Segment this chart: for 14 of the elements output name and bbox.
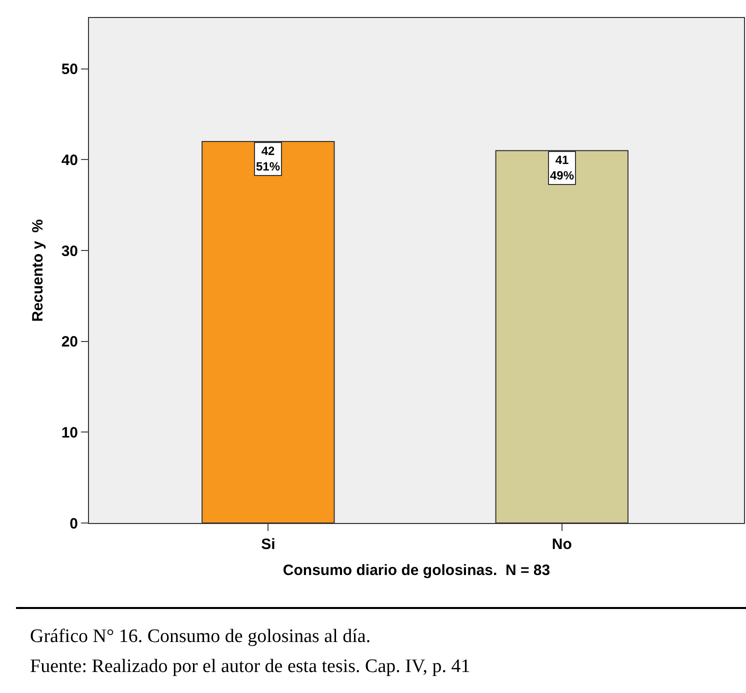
y-axis-title: Recuento y % xyxy=(30,219,47,322)
y-tick-label: 30 xyxy=(61,242,78,260)
y-tick-label: 50 xyxy=(61,61,78,78)
text: Gráfico N° 16. Consumo de golosinas al día. xyxy=(30,626,371,647)
x-tick-label: Si xyxy=(261,536,276,553)
x-tick-label: No xyxy=(552,536,572,553)
data-label: 41 49% xyxy=(550,153,574,183)
y-tick-label: 10 xyxy=(61,424,78,442)
y-tick-label: 40 xyxy=(61,152,78,169)
y-tick-label: 20 xyxy=(61,334,78,351)
data-label: 42 51% xyxy=(256,144,280,174)
x-axis-title: Consumo diario de golosinas. N = 83 xyxy=(282,562,550,579)
source-note: Fuente: Realizado por el autor de esta tesis. Cap. IV, p. 41 xyxy=(30,656,470,677)
y-tick-label: 0 xyxy=(70,515,78,532)
